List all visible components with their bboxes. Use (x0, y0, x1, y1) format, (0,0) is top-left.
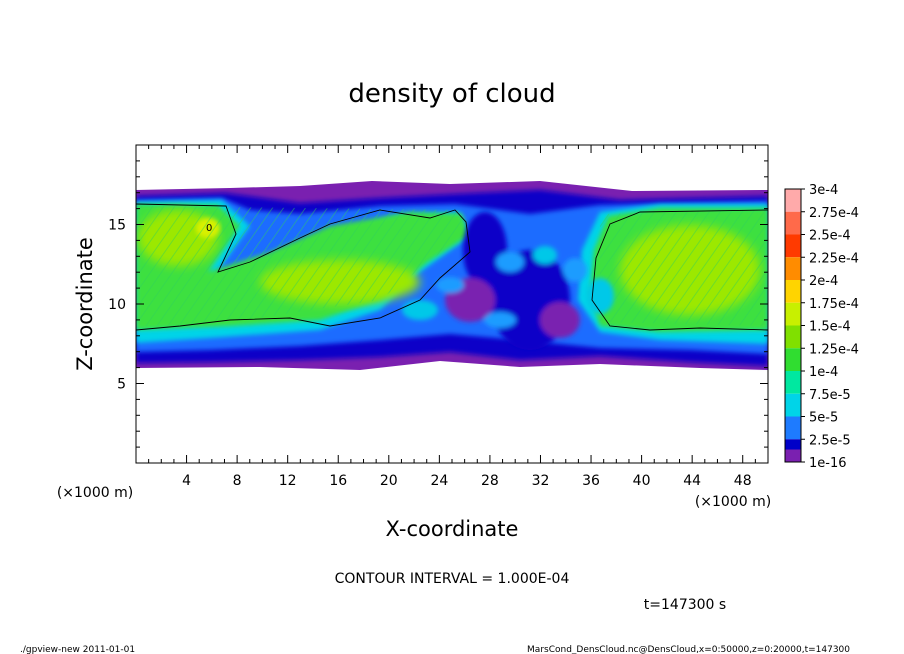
colorbar-swatch (785, 302, 801, 326)
colorbar-label: 2.5e-5 (809, 433, 851, 448)
colorbar-label: 3e-4 (809, 183, 838, 198)
y-tick-label: 15 (108, 218, 126, 234)
x-tick-label: 12 (279, 473, 297, 489)
colorbar-swatch (785, 211, 801, 235)
y-axis-unit: (×1000 m) (57, 485, 133, 501)
footer-right: MarsCond_DensCloud.nc@DensCloud,x=0:5000… (527, 645, 850, 654)
x-tick-label: 8 (233, 473, 242, 489)
x-axis-unit: (×1000 m) (695, 494, 771, 510)
colorbar-label: 7.5e-5 (809, 388, 851, 403)
x-tick-label: 40 (633, 473, 651, 489)
x-tick-label: 28 (481, 473, 499, 489)
colorbar-label: 2.5e-4 (809, 229, 851, 244)
x-tick-label: 24 (430, 473, 448, 489)
colorbar-label: 5e-5 (809, 411, 838, 426)
colorbar-swatch (785, 393, 801, 417)
colorbar-swatch (785, 234, 801, 258)
contour-line (136, 203, 471, 331)
x-tick-label: 32 (532, 473, 550, 489)
colorbar-label: 1.25e-4 (809, 342, 859, 357)
x-tick-label: 20 (380, 473, 398, 489)
y-axis-label: Z-coordinate (73, 237, 97, 371)
colorbar-label: 2.75e-4 (809, 206, 859, 221)
footer-left: ./gpview-new 2011-01-01 (20, 645, 135, 654)
colorbar-label: 2e-4 (809, 274, 838, 289)
chart-title: density of cloud (348, 79, 555, 109)
colorbar-label: 2.25e-4 (809, 251, 859, 266)
colorbar-label: 1e-16 (809, 456, 847, 471)
colorbar: 3e-4 2.75e-4 2.5e-4 2.25e-4 2e-4 1.75e-4 1.5e-… (784, 183, 859, 471)
colorbar-swatch-min (785, 449, 801, 462)
colorbar-swatch (785, 257, 801, 280)
x-axis-label: X-coordinate (386, 517, 519, 541)
colorbar-swatch (785, 189, 801, 212)
x-tick-label: 16 (329, 473, 347, 489)
colorbar-swatch (785, 371, 801, 394)
colorbar-swatch (785, 348, 801, 371)
colorbar-label: 1e-4 (809, 365, 838, 380)
y-tick-label: 5 (117, 377, 126, 393)
colorbar-swatch (785, 325, 801, 349)
colorbar-label: 1.5e-4 (809, 320, 851, 335)
colorbar-swatch (785, 280, 801, 303)
x-tick-label: 4 (182, 473, 191, 489)
x-tick-label: 36 (582, 473, 600, 489)
colorbar-label: 1.75e-4 (809, 297, 859, 312)
contour-label: 0 (206, 223, 212, 234)
contour-interval-text: CONTOUR INTERVAL = 1.000E-04 (335, 571, 570, 587)
density-field: 0 (136, 181, 768, 370)
x-tick-label: 48 (734, 473, 752, 489)
x-tick-label: 44 (683, 473, 701, 489)
colorbar-swatch (785, 416, 801, 440)
turbulent-zone (402, 212, 614, 350)
y-tick-label: 10 (108, 297, 126, 313)
time-label: t=147300 s (644, 597, 726, 613)
x-axis-ticks: 4 8 12 16 20 24 28 32 36 40 44 48 (148, 145, 756, 489)
y-axis-ticks: 5 10 15 (108, 160, 768, 448)
